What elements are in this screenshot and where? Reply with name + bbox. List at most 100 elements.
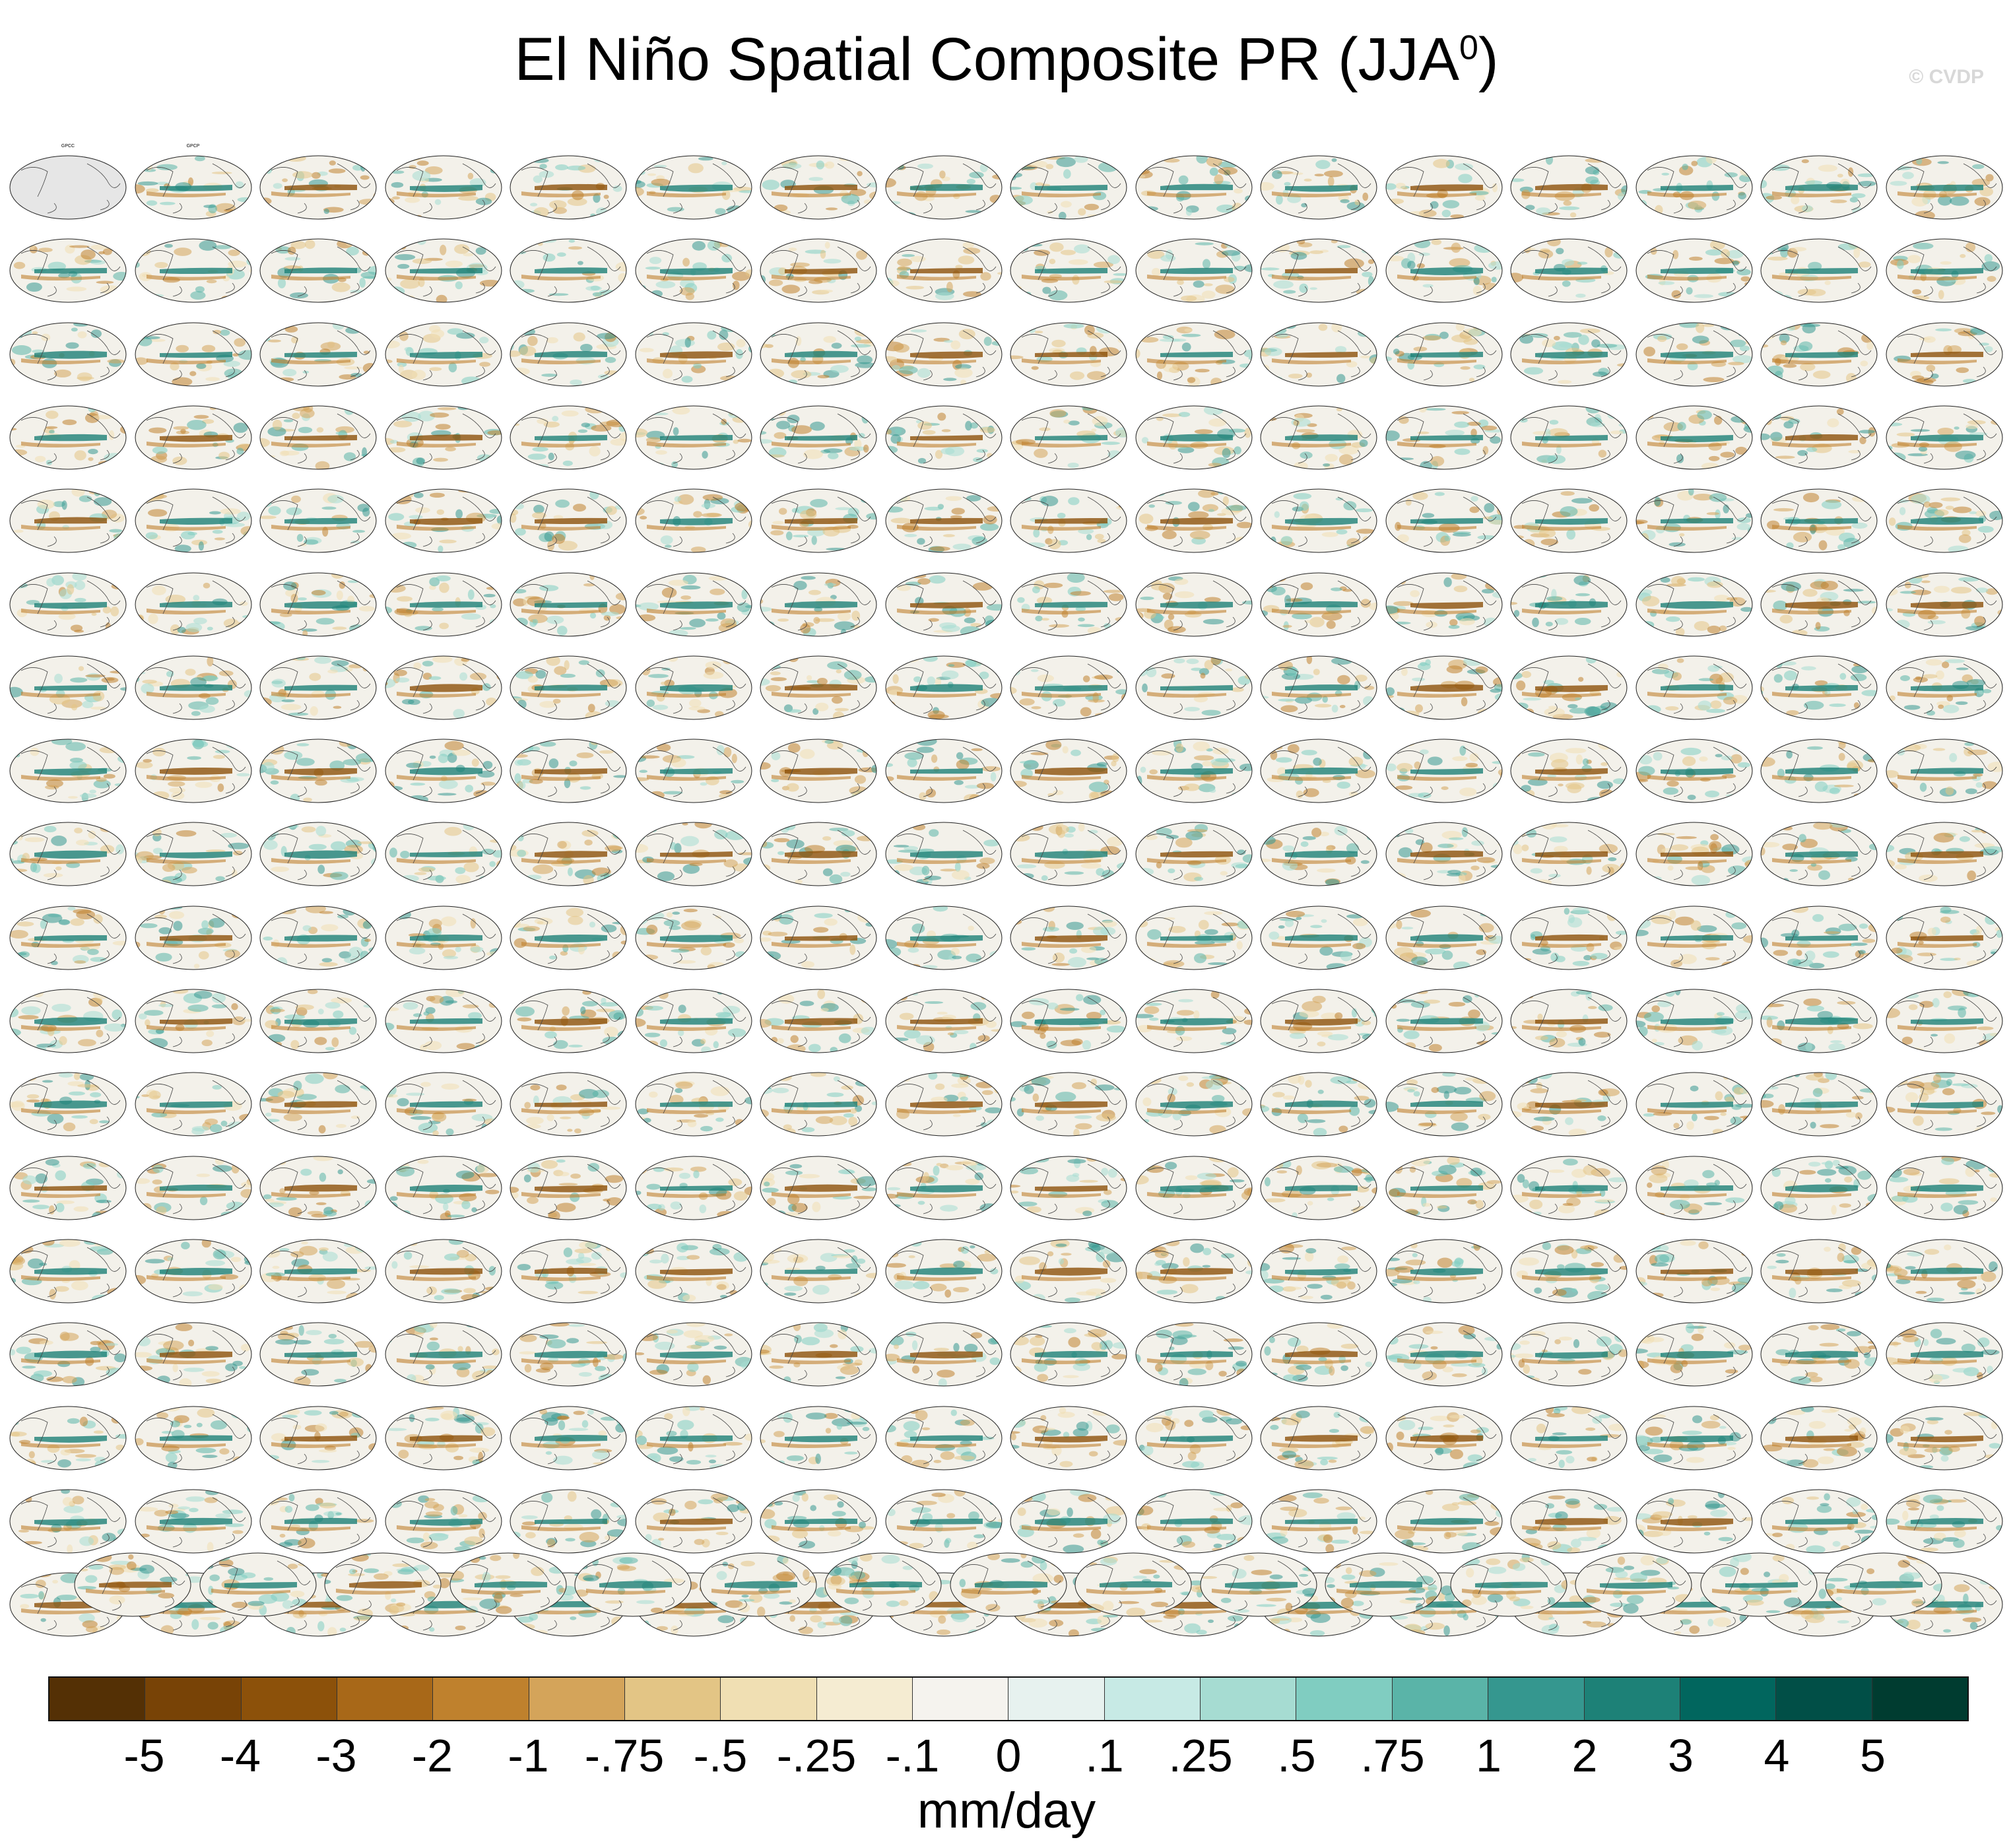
map-panel — [634, 1228, 754, 1305]
map-panel-svg — [635, 822, 752, 886]
map-panel — [1509, 894, 1629, 972]
map-panel-svg — [1886, 739, 2002, 803]
map-panel — [8, 644, 128, 722]
map-panel-svg — [385, 155, 502, 220]
map-panel-svg — [635, 405, 752, 470]
colorbar-tick-label: 3 — [1668, 1730, 1694, 1781]
colorbar-box — [1872, 1678, 1967, 1720]
map-panel-svg — [1510, 322, 1628, 387]
map-panel-svg — [635, 739, 752, 803]
map-panel-svg — [1886, 1072, 2002, 1137]
map-panel — [1634, 144, 1754, 222]
map-panel — [884, 1144, 1004, 1222]
map-panel — [1134, 561, 1254, 639]
map-panel-svg — [760, 739, 877, 803]
map-panel — [1884, 311, 2004, 389]
map-panel-svg — [9, 1156, 127, 1220]
map-panel-svg — [1010, 488, 1127, 553]
map-panel — [634, 1311, 754, 1389]
panel-title: GPCP — [186, 144, 200, 148]
map-panel-svg — [1260, 1239, 1377, 1304]
map-panel — [634, 227, 754, 305]
colorbar-box — [913, 1678, 1009, 1720]
map-panel-svg — [1010, 155, 1127, 220]
map-panel-svg — [449, 1552, 566, 1617]
map-panel-svg — [760, 655, 877, 720]
map-panel — [8, 227, 128, 305]
map-panel — [1509, 810, 1629, 888]
map-panel-svg — [1260, 238, 1377, 303]
map-panel — [258, 227, 378, 305]
map-panel-svg — [1886, 1156, 2002, 1220]
map-panel — [758, 894, 878, 972]
map-panel-svg — [635, 1406, 752, 1470]
map-panel-svg — [1510, 989, 1628, 1053]
map-panel — [1384, 311, 1504, 389]
map-panel-svg — [510, 739, 627, 803]
map-panel-svg — [135, 989, 251, 1053]
map-panel-svg — [1385, 1406, 1502, 1470]
colorbar-tick-label: 2 — [1571, 1730, 1598, 1781]
map-panel — [258, 1144, 378, 1222]
map-panel — [634, 1395, 754, 1472]
map-panel — [258, 561, 378, 639]
map-panel-svg — [1635, 1156, 1752, 1220]
map-panel-svg — [1385, 238, 1502, 303]
map-panel — [133, 1395, 253, 1472]
colorbar-tick-label: 0 — [995, 1730, 1022, 1781]
map-panel — [1134, 644, 1254, 722]
map-panel-svg — [9, 739, 127, 803]
map-panel — [8, 1395, 128, 1472]
map-panel — [383, 644, 504, 722]
map-panel-svg — [1010, 1239, 1127, 1304]
map-panel-svg — [760, 155, 877, 220]
map-panel-svg — [574, 1552, 692, 1617]
map-panel-svg — [1635, 572, 1752, 636]
map-panel — [1573, 1541, 1694, 1619]
map-panel — [1759, 227, 1879, 305]
map-panel-svg — [1260, 405, 1377, 470]
map-panel — [383, 977, 504, 1055]
map-panel — [1008, 1228, 1129, 1305]
map-panel — [1884, 727, 2004, 805]
map-panel — [1384, 561, 1504, 639]
map-panel — [1384, 1144, 1504, 1222]
map-panel — [1384, 1228, 1504, 1305]
map-panel-svg — [1575, 1552, 1692, 1617]
map-panel-svg — [1510, 1072, 1628, 1137]
map-panel-svg — [1635, 1322, 1752, 1387]
colorbar-tick-label: -5 — [123, 1730, 165, 1781]
map-panel — [1884, 144, 2004, 222]
map-panel — [758, 1061, 878, 1138]
map-panel-svg — [9, 822, 127, 886]
map-panel-svg — [1825, 1552, 1942, 1617]
map-panel — [1384, 727, 1504, 805]
map-panel-svg — [885, 572, 1002, 636]
map-panel-svg — [1010, 655, 1127, 720]
map-panel — [758, 1311, 878, 1389]
map-panel — [133, 1228, 253, 1305]
map-panel-svg — [635, 488, 752, 553]
map-panel — [508, 810, 628, 888]
map-panel-svg — [1260, 1322, 1377, 1387]
colorbar-box — [337, 1678, 434, 1720]
map-panel — [133, 977, 253, 1055]
map-panel-svg — [1385, 1072, 1502, 1137]
colorbar-tick-label: .25 — [1168, 1730, 1233, 1781]
map-panel — [1634, 1395, 1754, 1472]
map-panel — [133, 394, 253, 472]
colorbar-box — [529, 1678, 626, 1720]
map-panel-svg — [824, 1552, 942, 1617]
map-panel-svg — [1886, 322, 2002, 387]
map-panel — [1384, 1311, 1504, 1389]
map-panel-svg — [385, 822, 502, 886]
map-panel-svg — [885, 1072, 1002, 1137]
map-panel-svg — [510, 655, 627, 720]
map-panel-svg — [385, 405, 502, 470]
map-panel — [1134, 1395, 1254, 1472]
map-panel — [758, 1395, 878, 1472]
colorbar-tick-label: -.25 — [776, 1730, 857, 1781]
colorbar-box — [1488, 1678, 1585, 1720]
map-panel-svg — [635, 1239, 752, 1304]
map-panel — [634, 311, 754, 389]
